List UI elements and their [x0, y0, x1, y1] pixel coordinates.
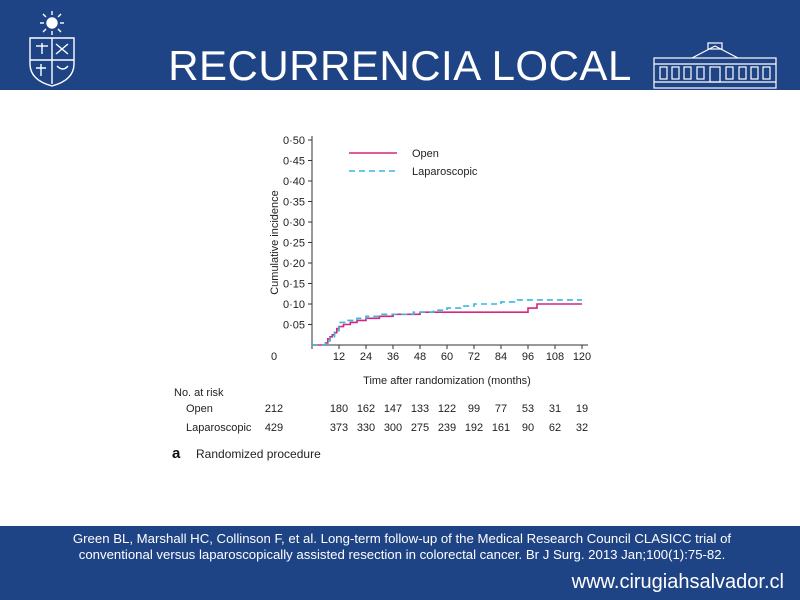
university-crest-icon — [29, 11, 75, 87]
chart-axes: 0·05 0·10 0·15 0·20 0·25 0·30 0·35 0·40 0·45 0·50… — [269, 135, 591, 387]
x-tick-label: 24 — [360, 351, 372, 363]
y-axis-label: Cumulative incidence — [269, 190, 281, 295]
risk-table-cell: 31 — [549, 403, 561, 415]
risk-table: No. at risk Open 212 180 162 147 133 122 99 77 53 3… — [172, 387, 588, 462]
x-tick-label: 84 — [495, 351, 507, 363]
risk-table-cell: 192 — [465, 422, 483, 434]
risk-table-row-label: Laparoscopic — [186, 422, 252, 434]
risk-table-cell: 62 — [549, 422, 561, 434]
risk-table-cell: 122 — [438, 403, 456, 415]
x-tick-label: 108 — [546, 351, 564, 363]
x-tick-label: 48 — [414, 351, 426, 363]
risk-table-cell: 330 — [357, 422, 375, 434]
risk-table-cell: 275 — [411, 422, 429, 434]
risk-table-cell: 429 — [265, 422, 283, 434]
risk-table-cell: 373 — [330, 422, 348, 434]
risk-table-cell: 161 — [492, 422, 510, 434]
cumulative-incidence-chart: 0·05 0·10 0·15 0·20 0·25 0·30 0·35 0·40 0·45 0·50… — [172, 135, 591, 462]
risk-table-cell: 90 — [522, 422, 534, 434]
risk-table-cell: 53 — [522, 403, 534, 415]
y-tick-label: 0·45 — [283, 156, 305, 168]
citation-text: Green BL, Marshall HC, Collinson F, et a… — [72, 531, 732, 562]
risk-table-cell: 99 — [468, 403, 480, 415]
chart-series — [312, 299, 582, 346]
risk-table-cell: 32 — [576, 422, 588, 434]
x-tick-label: 120 — [573, 351, 591, 363]
y-tick-label: 0·35 — [283, 197, 305, 209]
risk-table-cell: 239 — [438, 422, 456, 434]
chart-figure: 0·05 0·10 0·15 0·20 0·25 0·30 0·35 0·40 0·45 0·50… — [162, 96, 628, 472]
risk-table-cell: 180 — [330, 403, 348, 415]
slide-title: RECURRENCIA LOCAL — [168, 42, 632, 89]
x-axis-label: Time after randomization (months) — [363, 375, 531, 387]
y-tick-label: 0·30 — [283, 217, 305, 229]
y-tick-label: 0·15 — [283, 279, 305, 291]
risk-table-cell: 212 — [265, 403, 283, 415]
risk-table-cell: 19 — [576, 403, 588, 415]
x-tick-label: 96 — [522, 351, 534, 363]
x-tick-label: 60 — [441, 351, 453, 363]
series-line-open — [312, 303, 582, 346]
chart-legend: Open Laparoscopic — [349, 148, 478, 178]
panel-label: a — [172, 445, 181, 462]
footer-band — [0, 526, 800, 600]
y-tick-label: 0·50 — [283, 135, 305, 147]
y-tick-label: 0·10 — [283, 299, 305, 311]
series-line-laparoscopic — [312, 299, 582, 346]
y-tick-label: 0·40 — [283, 176, 305, 188]
risk-table-cell: 300 — [384, 422, 402, 434]
legend-label-laparoscopic: Laparoscopic — [412, 166, 478, 178]
risk-table-cell: 77 — [495, 403, 507, 415]
y-tick-label: 0·05 — [283, 320, 305, 332]
building-facade-icon — [653, 42, 777, 89]
risk-table-cell: 162 — [357, 403, 375, 415]
risk-table-cell: 147 — [384, 403, 402, 415]
risk-table-cell: 133 — [411, 403, 429, 415]
legend-label-open: Open — [412, 148, 439, 160]
x-tick-label: 0 — [271, 351, 277, 363]
panel-caption: Randomized procedure — [196, 447, 321, 461]
x-tick-label: 36 — [387, 351, 399, 363]
x-tick-label: 72 — [468, 351, 480, 363]
x-tick-label: 12 — [333, 351, 345, 363]
risk-table-header: No. at risk — [174, 387, 224, 399]
website-link[interactable]: www.cirugiahsalvador.cl — [571, 571, 784, 593]
y-tick-label: 0·25 — [283, 238, 305, 250]
y-tick-label: 0·20 — [283, 258, 305, 270]
risk-table-row-label: Open — [186, 403, 213, 415]
